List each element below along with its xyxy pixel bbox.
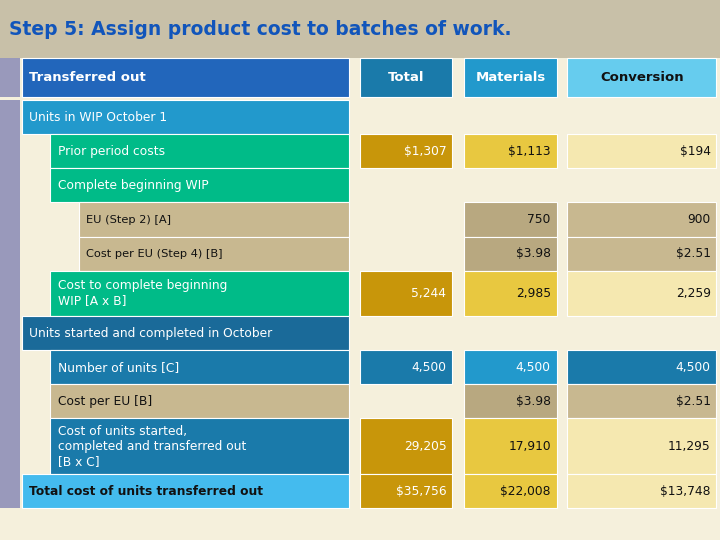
Text: $35,756: $35,756	[396, 484, 446, 498]
FancyBboxPatch shape	[464, 350, 557, 384]
FancyBboxPatch shape	[464, 384, 557, 418]
FancyBboxPatch shape	[360, 271, 452, 316]
FancyBboxPatch shape	[360, 350, 452, 384]
Text: Transferred out: Transferred out	[29, 71, 145, 84]
FancyBboxPatch shape	[567, 134, 716, 168]
FancyBboxPatch shape	[567, 271, 716, 316]
FancyBboxPatch shape	[22, 58, 349, 97]
FancyBboxPatch shape	[464, 202, 557, 237]
Text: EU (Step 2) [A]: EU (Step 2) [A]	[86, 214, 171, 225]
FancyBboxPatch shape	[50, 418, 349, 474]
FancyBboxPatch shape	[50, 134, 349, 168]
FancyBboxPatch shape	[79, 237, 349, 271]
Text: 900: 900	[688, 213, 711, 226]
Text: $13,748: $13,748	[660, 484, 711, 498]
Text: Materials: Materials	[475, 71, 546, 84]
FancyBboxPatch shape	[464, 271, 557, 316]
Text: Prior period costs: Prior period costs	[58, 145, 165, 158]
Text: Cost per EU [B]: Cost per EU [B]	[58, 395, 152, 408]
Text: 29,205: 29,205	[404, 440, 446, 453]
Text: 11,295: 11,295	[668, 440, 711, 453]
Text: 4,500: 4,500	[675, 361, 711, 374]
FancyBboxPatch shape	[567, 202, 716, 237]
FancyBboxPatch shape	[567, 58, 716, 97]
FancyBboxPatch shape	[50, 350, 349, 384]
FancyBboxPatch shape	[360, 474, 452, 508]
FancyBboxPatch shape	[464, 418, 557, 474]
Text: Total cost of units transferred out: Total cost of units transferred out	[29, 484, 263, 498]
Text: Units in WIP October 1: Units in WIP October 1	[29, 111, 167, 124]
FancyBboxPatch shape	[464, 58, 557, 97]
Text: $3.98: $3.98	[516, 395, 551, 408]
FancyBboxPatch shape	[464, 474, 557, 508]
FancyBboxPatch shape	[50, 384, 349, 418]
Text: Units started and completed in October: Units started and completed in October	[29, 327, 272, 340]
Text: $2.51: $2.51	[675, 395, 711, 408]
Text: Cost of units started,
completed and transferred out
[B x C]: Cost of units started, completed and tra…	[58, 425, 246, 468]
FancyBboxPatch shape	[567, 418, 716, 474]
Text: 4,500: 4,500	[411, 361, 446, 374]
FancyBboxPatch shape	[0, 58, 20, 97]
Text: 4,500: 4,500	[516, 361, 551, 374]
Text: Step 5: Assign product cost to batches of work.: Step 5: Assign product cost to batches o…	[9, 19, 511, 39]
FancyBboxPatch shape	[360, 418, 452, 474]
Text: Number of units [C]: Number of units [C]	[58, 361, 179, 374]
Text: Complete beginning WIP: Complete beginning WIP	[58, 179, 208, 192]
FancyBboxPatch shape	[464, 237, 557, 271]
FancyBboxPatch shape	[360, 58, 452, 97]
Text: $194: $194	[680, 145, 711, 158]
FancyBboxPatch shape	[50, 271, 349, 316]
FancyBboxPatch shape	[567, 237, 716, 271]
Text: 2,259: 2,259	[675, 287, 711, 300]
Text: $3.98: $3.98	[516, 247, 551, 260]
FancyBboxPatch shape	[0, 100, 20, 508]
Text: $22,008: $22,008	[500, 484, 551, 498]
FancyBboxPatch shape	[567, 384, 716, 418]
Text: 2,985: 2,985	[516, 287, 551, 300]
Text: 750: 750	[528, 213, 551, 226]
FancyBboxPatch shape	[22, 100, 349, 134]
FancyBboxPatch shape	[567, 350, 716, 384]
FancyBboxPatch shape	[79, 202, 349, 237]
Text: 5,244: 5,244	[411, 287, 446, 300]
FancyBboxPatch shape	[360, 134, 452, 168]
Text: $2.51: $2.51	[675, 247, 711, 260]
Text: $1,113: $1,113	[508, 145, 551, 158]
Text: Conversion: Conversion	[600, 71, 684, 84]
FancyBboxPatch shape	[22, 474, 349, 508]
FancyBboxPatch shape	[464, 134, 557, 168]
Text: Cost per EU (Step 4) [B]: Cost per EU (Step 4) [B]	[86, 248, 223, 259]
FancyBboxPatch shape	[0, 0, 720, 58]
Text: 17,910: 17,910	[508, 440, 551, 453]
Text: $1,307: $1,307	[404, 145, 446, 158]
FancyBboxPatch shape	[567, 474, 716, 508]
Text: Cost to complete beginning
WIP [A x B]: Cost to complete beginning WIP [A x B]	[58, 280, 227, 307]
FancyBboxPatch shape	[50, 168, 349, 202]
FancyBboxPatch shape	[22, 316, 349, 350]
Text: Total: Total	[388, 71, 424, 84]
